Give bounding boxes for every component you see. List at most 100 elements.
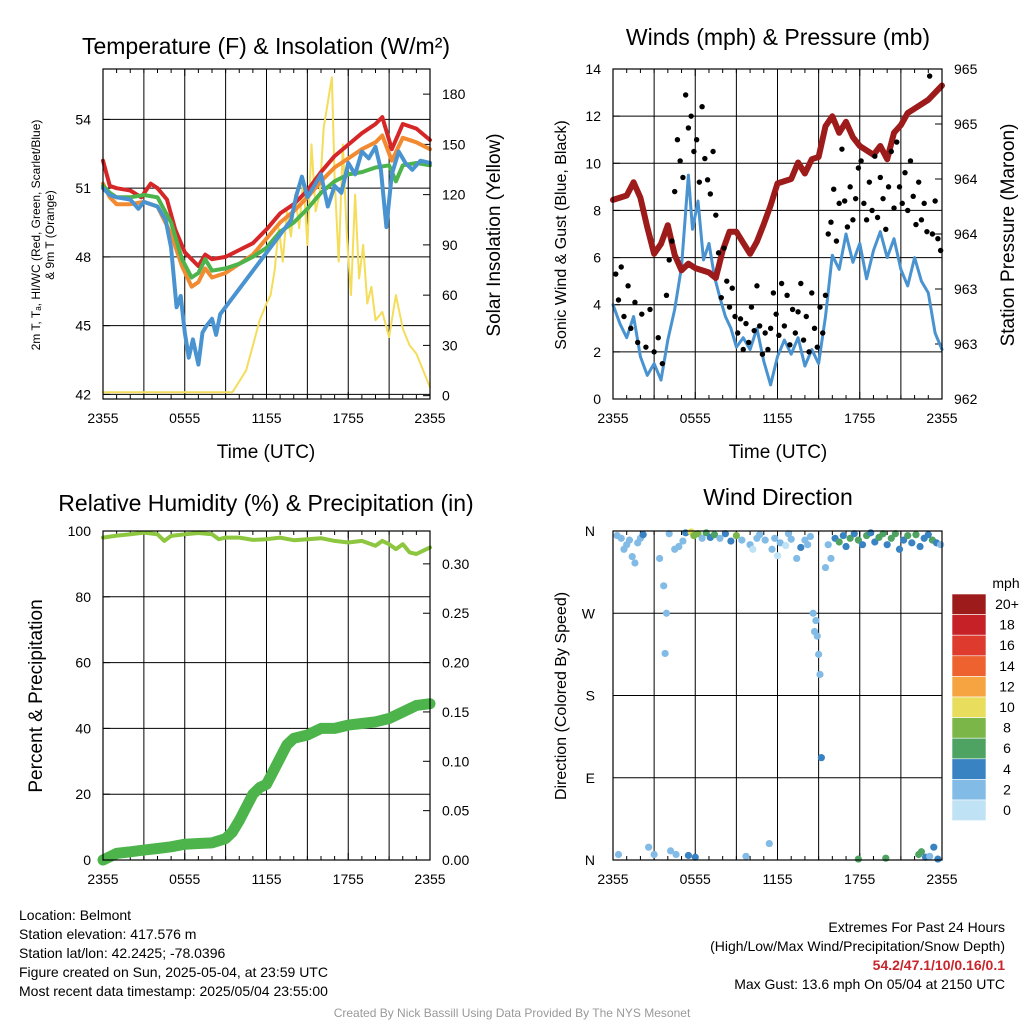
wind-direction-chart-title: Wind Direction [703, 484, 853, 510]
gust-point [659, 360, 666, 367]
gust-point [839, 146, 845, 152]
pressure-y-axis-label: Station Pressure (Maroon) [998, 124, 1019, 347]
recent-data-timestamp: Most recent data timestamp: 2025/05/04 2… [19, 983, 328, 999]
gust-point [891, 205, 897, 211]
gust-point [888, 148, 894, 155]
gust-point [674, 137, 681, 143]
gust-point [874, 214, 881, 221]
winds-plot-area: 2355 0555 1155 1755 2355 0 2 4 6 8 10 12 14 962 963 963… [585, 61, 977, 426]
colorbar-label: 10 [999, 699, 1015, 715]
gust-point [929, 231, 936, 237]
wind-direction-point [854, 536, 862, 544]
wind-direction-point [806, 532, 815, 541]
colorbar-label: 18 [999, 617, 1015, 633]
colorbar-label: 14 [999, 658, 1015, 674]
gust-point [655, 335, 661, 341]
precip-y2-tick-label: 0.05 [442, 803, 469, 819]
wind-direction-point [614, 850, 623, 859]
gust-point [869, 207, 875, 214]
wind-direction-point [883, 541, 891, 549]
colorbar-label: 16 [999, 637, 1015, 653]
wind-direction-point [765, 839, 773, 848]
wind-direction-point [793, 554, 801, 563]
wind-direction-point [824, 541, 832, 549]
gust-point [724, 278, 730, 284]
wind-direction-point [930, 843, 938, 851]
gust-point [855, 165, 862, 171]
gust-point [651, 349, 657, 355]
wind-direction-point [771, 534, 779, 542]
wind-direction-y-tick-label: N [585, 852, 595, 868]
winds-y-tick-label: 2 [593, 344, 601, 360]
pressure-y2-tick-label: 963 [954, 281, 978, 297]
wind-direction-point [662, 609, 671, 617]
colorbar-swatch [951, 779, 987, 801]
wind-direction-point [698, 534, 706, 542]
gust-point [748, 304, 755, 310]
gust-point [693, 137, 700, 143]
wind-direction-x-tick-label: 2355 [926, 871, 957, 887]
insolation-y2-tick-label: 0 [442, 388, 450, 404]
gust-point [729, 285, 735, 291]
extremes-subtitle: (High/Low/Max Wind/Precipitation/Snow De… [710, 938, 1005, 954]
colorbar-unit-label: mph [992, 575, 1019, 591]
wind-direction-point [650, 850, 658, 859]
wind-direction-point [675, 542, 683, 551]
gust-point [677, 158, 683, 164]
station-pressure-line [610, 82, 945, 281]
blue-windchill-line [101, 144, 432, 367]
gust-point [877, 174, 884, 181]
figure-created: Figure created on Sun, 2025-05-04, at 23… [19, 964, 328, 980]
gust-point [671, 188, 678, 195]
wind-direction-point [727, 537, 735, 545]
temperature-chart-title: Temperature (F) & Insolation (W/m²) [82, 33, 450, 59]
wind-direction-point [924, 531, 932, 539]
insolation-y-axis-label: Solar Insolation (Yellow) [484, 133, 505, 336]
humidity-y-tick-label: 0 [83, 852, 91, 868]
wind-direction-point [835, 538, 843, 546]
wind-direction-point [854, 855, 862, 863]
wind-direction-point [756, 531, 764, 539]
gust-point [850, 217, 856, 223]
gust-point [778, 280, 785, 287]
temperature-x-axis-label: Time (UTC) [217, 442, 316, 463]
gust-point [784, 292, 790, 298]
humidity-x-tick-label: 0555 [169, 871, 200, 887]
gust-point [872, 153, 878, 159]
wind-direction-point [749, 545, 757, 553]
gust-point [907, 158, 914, 164]
precip-y2-tick-label: 0.10 [442, 753, 469, 769]
winds-y-tick-label: 14 [585, 61, 601, 77]
colorbar-swatch [951, 614, 987, 636]
colorbar-swatch [951, 737, 987, 760]
gust-point [902, 170, 908, 176]
wind-direction-point [816, 670, 824, 679]
pressure-y2-tick-label: 965 [954, 61, 978, 77]
wind-direction-point [656, 554, 664, 563]
wind-direction-point [867, 529, 875, 537]
wind-direction-point [797, 543, 805, 552]
precip-y2-tick-label: 0.20 [442, 655, 469, 671]
credit-line: Created By Nick Bassill Using Data Provi… [333, 1006, 691, 1020]
colorbar-swatch [951, 799, 987, 821]
yellow-insolation-line [102, 76, 431, 394]
wind-direction-point [738, 536, 746, 544]
wind-direction-point [846, 534, 854, 542]
gust-point [789, 306, 796, 313]
gust-point [776, 332, 782, 339]
gust-point [770, 290, 777, 296]
wind-direction-point [879, 530, 887, 538]
pressure-y2-tick-label: 965 [954, 116, 978, 132]
winds-x-axis-label: Time (UTC) [729, 442, 828, 463]
gust-point [792, 330, 799, 336]
temperature-frame [102, 68, 431, 400]
wind-direction-point [716, 534, 724, 542]
gust-point [861, 200, 867, 207]
humidity-x-tick-label: 1755 [333, 871, 364, 887]
winds-y-tick-label: 4 [593, 297, 601, 313]
gust-point [880, 195, 886, 202]
colorbar-swatch [951, 676, 987, 698]
wind-direction-point [827, 554, 835, 563]
wind-direction-point [684, 851, 692, 860]
colorbar-label: 2 [1003, 781, 1011, 797]
